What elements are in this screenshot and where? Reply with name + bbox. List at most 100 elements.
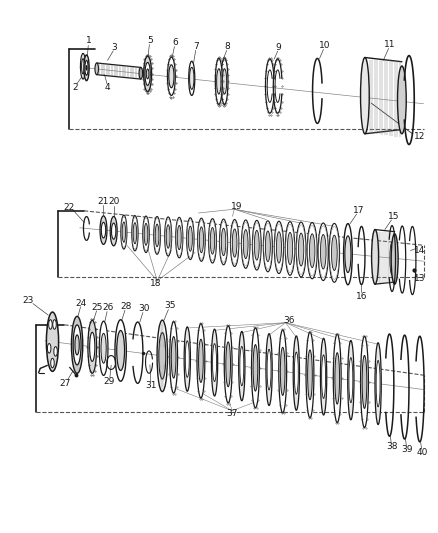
Ellipse shape (198, 339, 203, 383)
Ellipse shape (187, 218, 194, 260)
Ellipse shape (95, 63, 99, 75)
Ellipse shape (251, 328, 259, 408)
Text: 21: 21 (98, 197, 109, 206)
Ellipse shape (285, 222, 295, 275)
Ellipse shape (266, 334, 272, 406)
Ellipse shape (121, 215, 127, 249)
Text: 38: 38 (386, 442, 397, 451)
Ellipse shape (169, 65, 174, 88)
Ellipse shape (307, 350, 312, 400)
Ellipse shape (122, 222, 126, 243)
Ellipse shape (391, 234, 398, 284)
Ellipse shape (309, 234, 315, 268)
Ellipse shape (212, 344, 216, 382)
Ellipse shape (371, 230, 378, 284)
Ellipse shape (241, 220, 250, 268)
Ellipse shape (188, 226, 192, 251)
Text: 20: 20 (108, 197, 120, 206)
Ellipse shape (53, 320, 56, 329)
Ellipse shape (215, 58, 223, 104)
Text: 17: 17 (353, 206, 364, 215)
Text: 30: 30 (138, 304, 150, 313)
Ellipse shape (274, 221, 283, 273)
Ellipse shape (232, 229, 237, 257)
Ellipse shape (154, 216, 160, 254)
Ellipse shape (85, 60, 88, 75)
Ellipse shape (81, 53, 86, 79)
Ellipse shape (321, 338, 327, 415)
Text: 3: 3 (111, 43, 117, 52)
Ellipse shape (398, 66, 406, 134)
Text: 36: 36 (283, 316, 294, 325)
Text: 35: 35 (164, 301, 176, 310)
Text: 18: 18 (150, 279, 162, 288)
Ellipse shape (88, 320, 97, 373)
Text: 37: 37 (226, 409, 238, 418)
Ellipse shape (101, 333, 106, 363)
Ellipse shape (144, 56, 152, 92)
Ellipse shape (75, 335, 79, 355)
Ellipse shape (332, 235, 337, 271)
Ellipse shape (155, 224, 159, 247)
Ellipse shape (208, 219, 216, 263)
Ellipse shape (240, 346, 244, 386)
Ellipse shape (165, 217, 172, 256)
Ellipse shape (226, 342, 230, 387)
Text: 8: 8 (225, 42, 230, 51)
Ellipse shape (90, 332, 95, 361)
Text: 11: 11 (384, 40, 396, 49)
Ellipse shape (375, 343, 381, 424)
Text: 4: 4 (105, 84, 110, 92)
Ellipse shape (265, 231, 270, 262)
Text: 10: 10 (319, 41, 331, 50)
Ellipse shape (362, 356, 367, 408)
Ellipse shape (360, 336, 368, 427)
Ellipse shape (132, 216, 138, 251)
Ellipse shape (146, 69, 149, 79)
Ellipse shape (197, 324, 205, 398)
Ellipse shape (100, 216, 107, 245)
Ellipse shape (306, 332, 314, 418)
Text: 40: 40 (416, 448, 427, 457)
Ellipse shape (115, 320, 126, 381)
Text: 16: 16 (356, 292, 367, 301)
Ellipse shape (276, 232, 282, 263)
Ellipse shape (133, 223, 137, 244)
Ellipse shape (185, 341, 189, 377)
Ellipse shape (101, 222, 106, 238)
Text: 15: 15 (388, 212, 399, 221)
Ellipse shape (348, 341, 354, 420)
Text: 22: 22 (64, 203, 75, 212)
Ellipse shape (84, 55, 89, 80)
Text: 1: 1 (86, 36, 92, 45)
Ellipse shape (46, 312, 59, 372)
Ellipse shape (223, 69, 226, 94)
Ellipse shape (221, 58, 228, 104)
Ellipse shape (244, 230, 248, 259)
Text: 14: 14 (413, 246, 425, 255)
Ellipse shape (221, 228, 226, 256)
Text: 19: 19 (231, 202, 242, 211)
Text: 27: 27 (60, 379, 71, 388)
Text: 28: 28 (120, 302, 131, 311)
Text: 26: 26 (102, 303, 113, 312)
Ellipse shape (239, 332, 245, 401)
Ellipse shape (166, 225, 170, 248)
Ellipse shape (390, 242, 394, 275)
Ellipse shape (47, 344, 51, 353)
Ellipse shape (73, 325, 81, 365)
Ellipse shape (81, 59, 85, 74)
Ellipse shape (252, 220, 261, 270)
Ellipse shape (224, 326, 232, 403)
Ellipse shape (294, 352, 298, 394)
Ellipse shape (189, 61, 195, 95)
Ellipse shape (99, 321, 108, 375)
Ellipse shape (280, 348, 285, 395)
Ellipse shape (190, 67, 194, 90)
Ellipse shape (184, 327, 191, 391)
Text: 5: 5 (147, 36, 153, 45)
Ellipse shape (157, 320, 167, 392)
Text: 12: 12 (413, 132, 425, 141)
Ellipse shape (54, 346, 57, 356)
Ellipse shape (219, 219, 228, 265)
